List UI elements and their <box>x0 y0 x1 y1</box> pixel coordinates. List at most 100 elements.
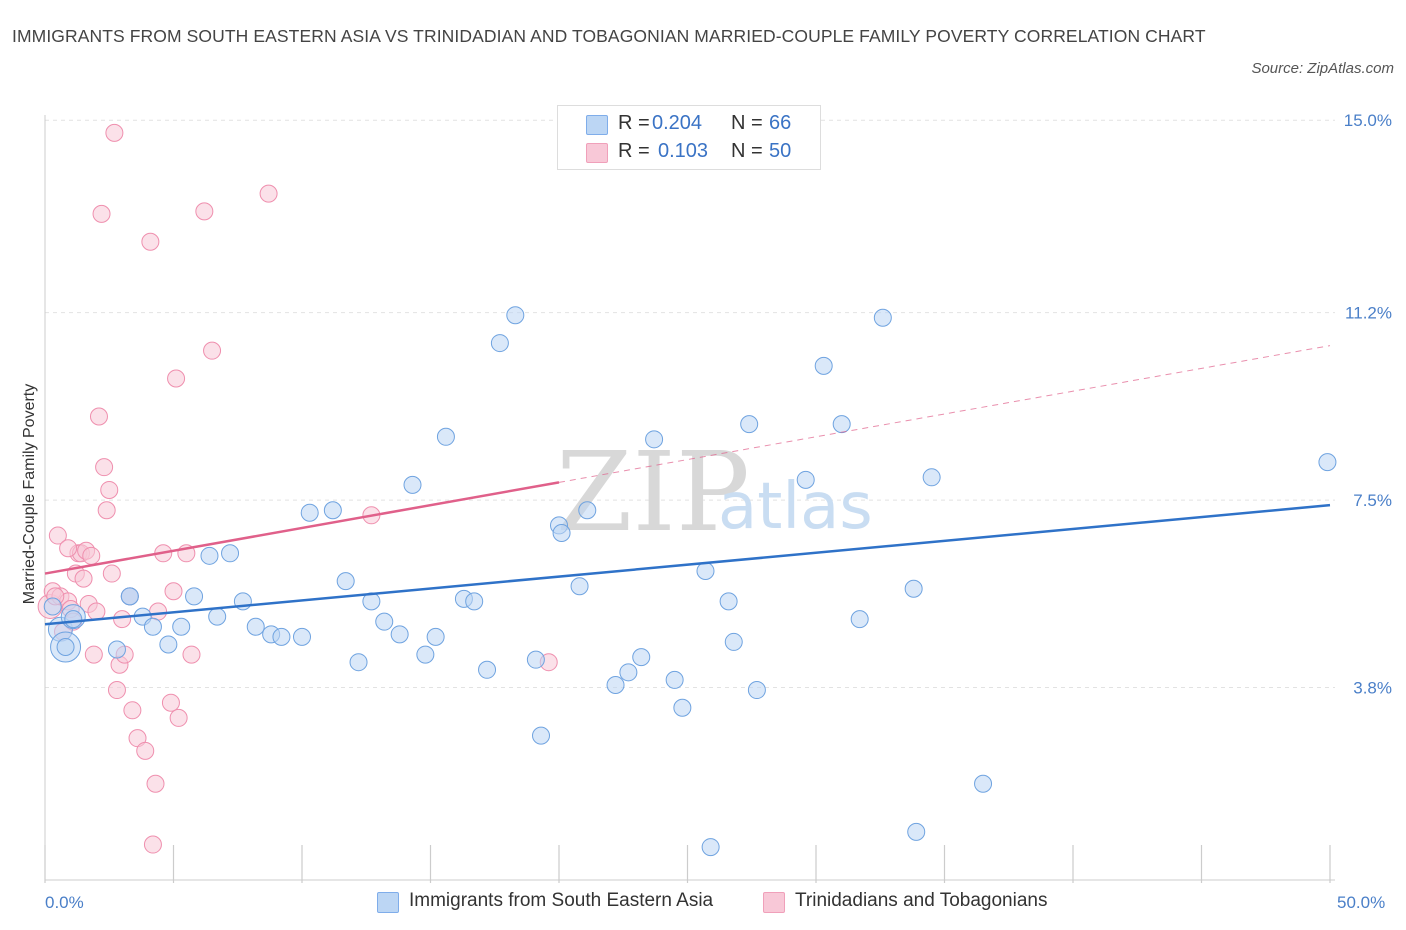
data-point-trinidadian <box>87 602 106 621</box>
correlation-legend: R = 0.204 N = 66 R = 0.103 N = 50 <box>557 105 821 170</box>
data-point-sea <box>143 617 162 636</box>
data-point-trinidadian <box>136 741 155 760</box>
data-point-sea <box>336 572 355 591</box>
bottom-legend-label-sea: Immigrants from South Eastern Asia <box>409 890 714 911</box>
data-point-trinidadian <box>102 564 121 583</box>
data-point-sea <box>416 645 435 664</box>
data-point-sea <box>200 546 219 565</box>
legend-r-value-sea: 0.204 <box>652 112 703 134</box>
data-point-trinidadian <box>48 526 67 545</box>
data-point-trinidadian <box>203 341 222 360</box>
data-point-sea <box>532 726 551 745</box>
data-point-sea <box>922 468 941 487</box>
data-point-trinidadian <box>182 645 201 664</box>
data-point-trinidadian <box>89 407 108 426</box>
data-point-trinidadian <box>74 569 93 588</box>
data-point-sea <box>43 597 62 616</box>
chart-title: IMMIGRANTS FROM SOUTH EASTERN ASIA VS TR… <box>12 26 1206 46</box>
source-label: Source: ZipAtlas.com <box>1251 60 1394 77</box>
data-point-sea <box>120 587 139 606</box>
data-point-sea <box>645 430 664 449</box>
trend-line-sea <box>44 503 1331 626</box>
data-point-sea <box>632 648 651 667</box>
legend-n-value-trinidadian: 50 <box>769 140 792 162</box>
legend-row-trinidadian: R = 0.103 N = 50 <box>586 140 816 166</box>
data-point-sea <box>436 427 455 446</box>
trend-line-trinidadian <box>44 481 560 575</box>
bottom-legend-sea: Immigrants from South Eastern Asia <box>377 888 747 916</box>
data-point-trinidadian <box>259 184 278 203</box>
data-point-sea <box>665 670 684 689</box>
y-tick-labels: 3.8% 7.5% 11.2% 15.0% <box>1344 111 1392 697</box>
data-point-sea <box>375 612 394 631</box>
data-point-sea <box>300 503 319 522</box>
data-point-trinidadian <box>195 202 214 221</box>
data-point-sea <box>185 587 204 606</box>
watermark-zip: ZIP <box>556 428 750 556</box>
data-point-sea <box>552 524 571 543</box>
legend-r-label: R = <box>618 140 650 162</box>
data-point-trinidadian <box>164 582 183 601</box>
data-point-sea <box>221 544 240 563</box>
y-tick-label: 15.0% <box>1344 111 1392 130</box>
data-point-trinidadian <box>149 602 168 621</box>
x-tick-max: 50.0% <box>1337 893 1385 912</box>
trend-line-trinidadian-extension <box>558 345 1331 483</box>
data-point-trinidadian <box>107 681 126 700</box>
data-point-sea <box>208 607 227 626</box>
data-point-trinidadian <box>141 232 160 251</box>
data-point-sea <box>696 562 715 581</box>
watermark-atlas: atlas <box>718 470 873 544</box>
legend-r-label: R = <box>618 112 650 134</box>
trend-lines <box>44 345 1331 626</box>
data-point-sea <box>814 356 833 375</box>
data-point-sea <box>349 653 368 672</box>
data-point-sea <box>323 501 342 520</box>
bottom-legend-label-trinidadian: Trinidadians and Tobagonians <box>795 890 1048 911</box>
data-point-sea <box>578 501 597 520</box>
legend-swatch-sea <box>586 115 608 135</box>
data-point-sea <box>426 627 445 646</box>
x-tick-min: 0.0% <box>45 893 84 912</box>
data-point-sea <box>159 635 178 654</box>
data-point-trinidadian <box>84 645 103 664</box>
data-point-sea <box>907 822 926 841</box>
bottom-legend-trinidadian: Trinidadians and Tobagonians <box>763 888 1083 916</box>
data-point-sea <box>796 470 815 489</box>
grid-lines <box>45 119 1335 689</box>
y-tick-label: 7.5% <box>1353 491 1392 510</box>
data-point-sea <box>1318 453 1337 472</box>
data-point-sea <box>293 627 311 646</box>
legend-swatch-trinidadian <box>586 143 608 163</box>
data-point-sea <box>246 617 265 636</box>
bottom-legend-swatch-trinidadian <box>763 892 785 913</box>
data-point-sea <box>606 675 625 694</box>
data-point-sea <box>974 774 993 793</box>
data-point-sea <box>390 625 409 644</box>
legend-row-sea: R = 0.204 N = 66 <box>586 112 816 138</box>
data-point-trinidadian <box>123 701 142 720</box>
data-point-sea <box>724 632 743 651</box>
series-trinidadian-points <box>37 123 558 854</box>
axes <box>44 115 1335 883</box>
data-point-sea <box>526 650 545 669</box>
bottom-legend-swatch-sea <box>377 892 399 913</box>
data-point-sea <box>478 660 497 679</box>
data-point-trinidadian <box>169 708 188 727</box>
data-point-trinidadian <box>167 369 186 388</box>
data-point-sea <box>832 415 851 434</box>
data-point-sea <box>490 334 509 353</box>
data-point-sea <box>64 610 83 629</box>
data-point-trinidadian <box>105 123 124 142</box>
data-point-sea <box>465 592 484 611</box>
data-point-sea <box>850 610 869 629</box>
y-tick-label: 3.8% <box>1353 679 1392 698</box>
data-point-sea <box>619 663 638 682</box>
data-point-trinidadian <box>113 610 132 629</box>
data-point-sea <box>719 592 738 611</box>
data-point-trinidadian <box>82 546 101 565</box>
data-point-trinidadian <box>92 204 111 223</box>
legend-n-value-sea: 66 <box>769 112 792 134</box>
data-point-sea <box>272 627 291 646</box>
